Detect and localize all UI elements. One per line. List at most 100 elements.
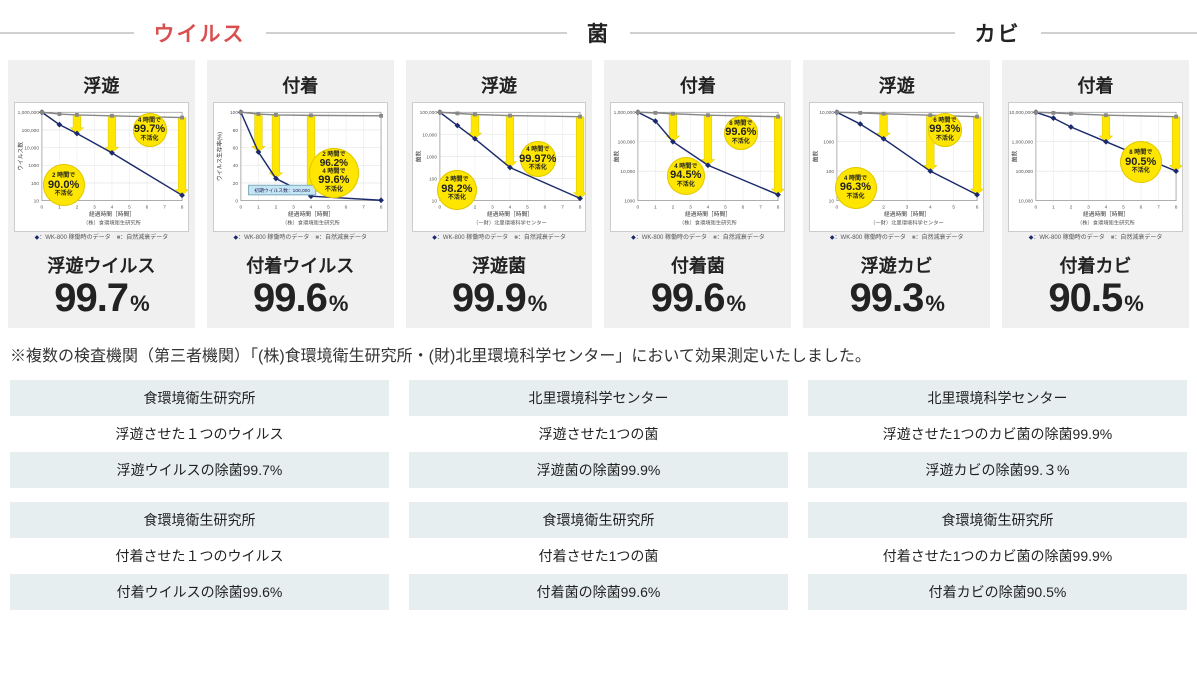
- svg-text:2: 2: [1070, 204, 1073, 210]
- info-table: 食環境衛生研究所 付着させた1つのカビ菌の除菌99.9% 付着カビの除菌90.5…: [808, 502, 1187, 610]
- svg-text:100,000: 100,000: [1016, 169, 1034, 175]
- divider: [0, 32, 134, 34]
- svg-text:10: 10: [829, 199, 835, 205]
- svg-text:3: 3: [491, 204, 494, 210]
- svg-text:2: 2: [274, 204, 277, 210]
- svg-text:菌数: 菌数: [414, 150, 422, 162]
- svg-text:4: 4: [309, 204, 312, 210]
- svg-text:10,000: 10,000: [820, 110, 835, 116]
- table-row: 浮遊させた1つのカビ菌の除菌99.9%: [808, 416, 1187, 452]
- result-badge: 8 時間で90.5%不活化: [1120, 141, 1162, 183]
- result-badge: 4 時間で99.7%不活化: [133, 113, 167, 147]
- info-table: 食環境衛生研究所 付着させた１つのウイルス 付着ウイルスの除菌99.6%: [10, 502, 389, 610]
- svg-text:10,000,000: 10,000,000: [1009, 110, 1033, 116]
- result-label: 付着菌: [610, 252, 785, 278]
- svg-text:2: 2: [76, 204, 79, 210]
- chart-legend: ◆：WK-800 稼働時のデータ ■：自然減衰データ: [412, 232, 587, 244]
- category-label: ウイルス: [146, 18, 254, 48]
- divider: [266, 32, 400, 34]
- svg-text:ウイルス生存率(%): ウイルス生存率(%): [216, 132, 224, 181]
- chart-legend: ◆：WK-800 稼働時のデータ ■：自然減衰データ: [1008, 232, 1183, 244]
- svg-text:2: 2: [672, 204, 675, 210]
- result-value: 99.3%: [809, 278, 984, 318]
- svg-text:8: 8: [181, 204, 184, 210]
- svg-text:3: 3: [93, 204, 96, 210]
- chart-legend: ◆：WK-800 稼働時のデータ ■：自然減衰データ: [610, 232, 785, 244]
- category-header: ウイルス 菌 カビ: [0, 18, 1197, 48]
- result-badge: 8 時間で99.6%不活化: [724, 116, 758, 150]
- table-header: 食環境衛生研究所: [10, 502, 389, 538]
- result-value: 90.5%: [1008, 278, 1183, 318]
- category-bacteria: 菌: [399, 18, 798, 48]
- info-table: 食環境衛生研究所 付着させた1つの菌 付着菌の除菌99.6%: [409, 502, 788, 610]
- line-chart: 100010,000100,0001,000,000012345678菌数経過時…: [610, 102, 785, 232]
- svg-text:1,000,000: 1,000,000: [18, 110, 40, 116]
- svg-text:4: 4: [111, 204, 114, 210]
- line-chart: 020406080100012345678ウイルス生存率(%)経過時間［時間］（…: [213, 102, 388, 232]
- line-chart: 10,000100,0001,000,00010,000,00001234567…: [1008, 102, 1183, 232]
- result-value: 99.6%: [610, 278, 785, 318]
- table-row: 付着させた１つのウイルス: [10, 538, 389, 574]
- chart-legend: ◆：WK-800 稼働時のデータ ■：自然減衰データ: [14, 232, 189, 244]
- svg-text:100: 100: [230, 110, 238, 116]
- svg-text:7: 7: [561, 204, 564, 210]
- svg-text:3: 3: [292, 204, 295, 210]
- svg-text:4: 4: [707, 204, 710, 210]
- svg-text:1: 1: [257, 204, 260, 210]
- table-header: 北里環境科学センター: [409, 380, 788, 416]
- svg-text:0: 0: [239, 204, 242, 210]
- svg-text:2: 2: [473, 204, 476, 210]
- table-row: 付着させた1つの菌: [409, 538, 788, 574]
- divider: [630, 32, 798, 34]
- svg-text:0: 0: [836, 204, 839, 210]
- svg-text:100,000: 100,000: [419, 110, 437, 116]
- table-row: 付着菌の除菌99.6%: [409, 574, 788, 610]
- info-table: 北里環境科学センター 浮遊させた1つの菌 浮遊菌の除菌99.9%: [409, 380, 788, 488]
- panel-title: 付着: [610, 72, 785, 98]
- svg-text:0: 0: [41, 204, 44, 210]
- table-row: 浮遊させた１つのウイルス: [10, 416, 389, 452]
- svg-text:8: 8: [578, 204, 581, 210]
- svg-text:（一財）北里環境科学センター: （一財）北里環境科学センター: [473, 219, 547, 227]
- line-chart: 10100100010,0000123456菌数経過時間［時間］（一財）北里環境…: [809, 102, 984, 232]
- divider: [798, 32, 955, 34]
- line-chart: 10100100010,000100,000012345678菌数経過時間［時間…: [412, 102, 587, 232]
- svg-text:6: 6: [976, 204, 979, 210]
- table-header: 食環境衛生研究所: [10, 380, 389, 416]
- svg-text:（株）食環境衛生研究所: （株）食環境衛生研究所: [1077, 219, 1136, 227]
- panel-title: 浮遊: [14, 72, 189, 98]
- result-badge: 2 時間で98.2%不活化: [437, 170, 477, 210]
- svg-text:100,000: 100,000: [618, 140, 636, 146]
- svg-text:1000: 1000: [426, 154, 437, 160]
- table-row: 付着カビの除菌90.5%: [808, 574, 1187, 610]
- svg-text:10,000: 10,000: [24, 146, 39, 152]
- svg-text:菌数: 菌数: [1011, 150, 1019, 162]
- svg-text:5: 5: [526, 204, 529, 210]
- svg-text:菌数: 菌数: [613, 150, 621, 162]
- table-header: 食環境衛生研究所: [409, 502, 788, 538]
- svg-text:8: 8: [1175, 204, 1178, 210]
- svg-text:1000: 1000: [28, 163, 39, 169]
- svg-text:7: 7: [362, 204, 365, 210]
- result-badge: 4 時間で96.3%不活化: [835, 167, 877, 209]
- svg-text:4: 4: [508, 204, 511, 210]
- svg-text:1: 1: [655, 204, 658, 210]
- chart-panel: 浮遊 10100100010,000100,0001,000,000012345…: [8, 60, 195, 328]
- result-value: 99.7%: [14, 278, 189, 318]
- svg-text:3: 3: [1087, 204, 1090, 210]
- table-row: 浮遊カビの除菌99.３%: [808, 452, 1187, 488]
- svg-text:0: 0: [235, 199, 238, 205]
- svg-text:100,000: 100,000: [22, 128, 40, 134]
- panel-title: 浮遊: [412, 72, 587, 98]
- table-row: 浮遊させた1つの菌: [409, 416, 788, 452]
- svg-text:経過時間［時間］: 経過時間［時間］: [685, 210, 731, 218]
- svg-text:100: 100: [31, 181, 39, 187]
- svg-text:60: 60: [232, 146, 238, 152]
- svg-text:2: 2: [883, 204, 886, 210]
- svg-text:7: 7: [163, 204, 166, 210]
- chart-legend: ◆：WK-800 稼働時のデータ ■：自然減衰データ: [213, 232, 388, 244]
- svg-text:（株）食環境衛生研究所: （株）食環境衛生研究所: [83, 219, 142, 227]
- result-badge: 4 時間で99.97%不活化: [520, 141, 556, 177]
- svg-text:1,000,000: 1,000,000: [614, 110, 636, 116]
- chart-panel: 浮遊 10100100010,000100,000012345678菌数経過時間…: [406, 60, 593, 328]
